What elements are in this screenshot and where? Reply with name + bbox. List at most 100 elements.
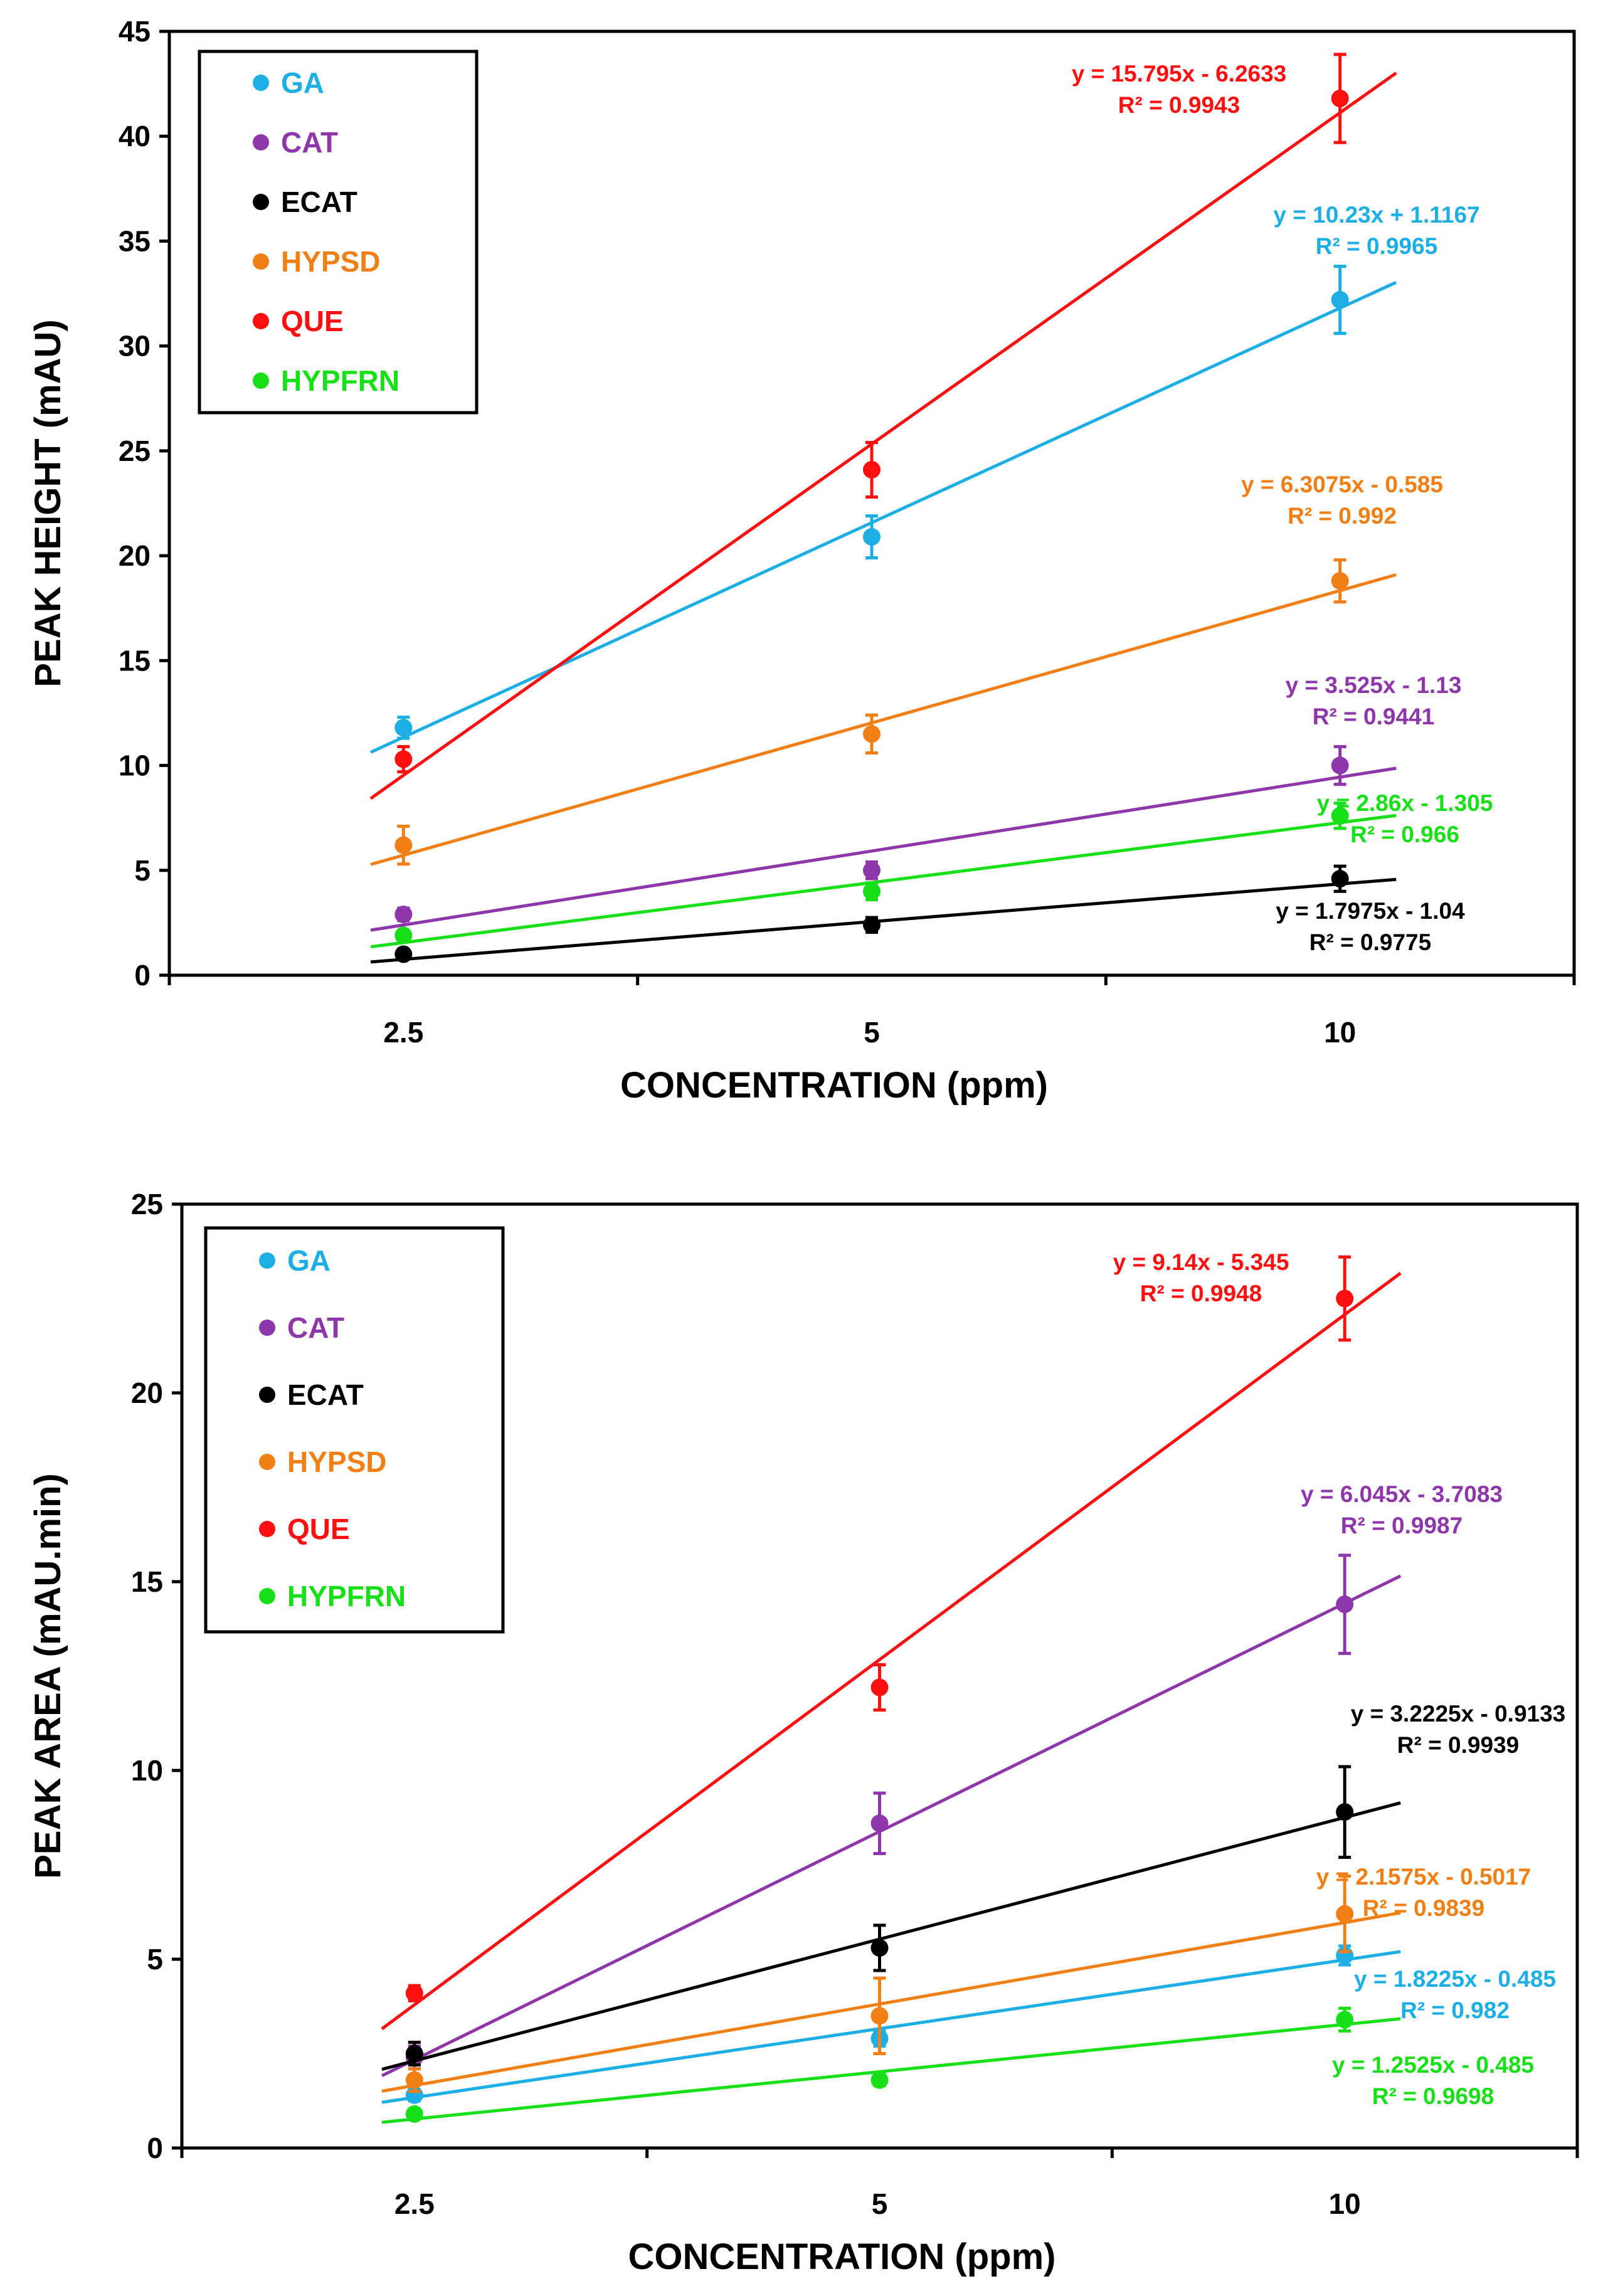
legend-marker (253, 75, 269, 91)
trendline-r-squared: R² = 0.992 (1288, 503, 1397, 529)
data-point (1331, 756, 1349, 775)
series-ecat: y = 1.7975x - 1.04 R² = 0.9775 (370, 864, 1465, 964)
data-point (1336, 1803, 1354, 1821)
data-point (863, 528, 881, 546)
data-point (394, 906, 413, 924)
y-axis-title: PEAK HEIGHT (mAU) (28, 319, 68, 687)
data-point (1331, 572, 1349, 590)
data-point (1331, 807, 1349, 825)
data-point (1331, 291, 1349, 309)
legend-label: HYPSD (281, 245, 380, 278)
series-que: y = 9.14x - 5.345 R² = 0.9948 (381, 1249, 1402, 2031)
y-tick-label: 15 (131, 1565, 163, 1598)
legend-label: QUE (287, 1513, 350, 1545)
legend-marker (259, 1252, 275, 1269)
x-tick-label: 2.5 (383, 1016, 423, 1049)
trendline-cat (381, 1574, 1402, 2078)
trendline-que (369, 71, 1397, 800)
trendline-r-squared: R² = 0.982 (1400, 1997, 1510, 2023)
trendline-r-squared: R² = 0.9943 (1118, 92, 1240, 118)
y-tick-label: 40 (119, 120, 151, 152)
legend-marker (253, 313, 269, 329)
data-point (863, 916, 881, 934)
data-point (1331, 90, 1349, 108)
trendline-que (381, 1272, 1402, 2031)
data-point (1336, 1905, 1354, 1923)
legend-marker (259, 1454, 275, 1470)
legend: GA CAT ECAT HYPSD QUE HYPFRN (204, 1226, 505, 1634)
legend-label: HYPFRN (287, 1580, 406, 1612)
data-point (405, 1984, 423, 2002)
y-tick-label: 25 (119, 435, 151, 467)
data-point (1336, 2011, 1354, 2029)
trendline-r-squared: R² = 0.9987 (1341, 1513, 1463, 1538)
legend: GA CAT ECAT HYPSD QUE HYPFRN (198, 50, 479, 415)
trendline-equation: y = 10.23x + 1.1167 (1273, 202, 1479, 228)
data-point (405, 2105, 423, 2123)
legend-label: ECAT (281, 186, 357, 218)
legend-marker (253, 253, 269, 270)
y-axis-title: PEAK AREA (mAU.min) (28, 1473, 68, 1879)
series-ga: y = 10.23x + 1.1167 R² = 0.9965 (370, 202, 1480, 754)
legend-label: HYPSD (287, 1446, 386, 1478)
trendline-hypfrn (381, 2017, 1401, 2124)
data-point (870, 1939, 889, 1957)
x-tick-label: 2.5 (394, 2188, 435, 2220)
series-hypfrn: y = 2.86x - 1.305 R² = 0.966 (370, 790, 1493, 949)
legend-marker (253, 194, 269, 210)
trendline-equation: y = 3.525x - 1.13 (1286, 672, 1462, 698)
legend-marker (259, 1521, 275, 1537)
x-tick-label: 10 (1329, 2188, 1361, 2220)
legend-marker (259, 1588, 275, 1604)
trendline-equation: y = 15.795x - 6.2633 (1072, 61, 1287, 87)
trendline-equation: y = 1.2525x - 0.485 (1332, 2052, 1534, 2078)
legend-label: CAT (281, 126, 338, 159)
trendline-ga (381, 1950, 1401, 2104)
trendline-hypsd (381, 1911, 1401, 2093)
legend-marker (259, 1387, 275, 1403)
trendline-r-squared: R² = 0.9839 (1363, 1895, 1484, 1921)
trendline-equation: y = 1.8225x - 0.485 (1354, 1966, 1556, 1992)
trendline-equation: y = 6.3075x - 0.585 (1241, 472, 1443, 497)
trendline-r-squared: R² = 0.9939 (1397, 1732, 1519, 1758)
legend-label: ECAT (287, 1378, 364, 1411)
trendline-equation: y = 1.7975x - 1.04 (1276, 898, 1465, 924)
series-que: y = 15.795x - 6.2633 R² = 0.9943 (369, 53, 1397, 800)
y-tick-label: 45 (119, 15, 151, 48)
legend-marker (253, 373, 269, 389)
data-point (870, 2007, 889, 2025)
trendline-equation: y = 9.14x - 5.345 (1113, 1249, 1289, 1275)
x-tick-label: 5 (872, 2188, 888, 2220)
data-point (405, 2045, 423, 2063)
y-tick-label: 5 (147, 1943, 163, 1976)
trendline-hypfrn (370, 813, 1397, 949)
trendline-ga (370, 280, 1397, 754)
legend-label: QUE (281, 305, 344, 337)
series-cat: y = 3.525x - 1.13 R² = 0.9441 (370, 672, 1462, 932)
series-hypfrn: y = 1.2525x - 0.485 R² = 0.9698 (381, 2006, 1534, 2124)
data-point (394, 750, 413, 768)
series-hypsd: y = 2.1575x - 0.5017 R² = 0.9839 (381, 1864, 1531, 2093)
plot-area-frame (180, 1202, 1579, 2150)
y-tick-label: 15 (119, 644, 151, 677)
series-hypsd: y = 6.3075x - 0.585 R² = 0.992 (370, 472, 1443, 866)
trendline-equation: y = 6.045x - 3.7083 (1301, 1481, 1503, 1507)
trendline-ecat (370, 877, 1397, 964)
trendline-r-squared: R² = 0.9965 (1316, 233, 1437, 259)
y-tick-label: 20 (131, 1377, 163, 1409)
y-tick-label: 10 (131, 1754, 163, 1787)
series-ecat: y = 3.2225x - 0.9133 R² = 0.9939 (381, 1701, 1565, 2071)
legend-marker (259, 1320, 275, 1336)
series-cat: y = 6.045x - 3.7083 R² = 0.9987 (381, 1481, 1503, 2078)
data-point (863, 460, 881, 479)
trendline-ecat (381, 1801, 1401, 2071)
chart-2: 0 5 10 15 20 25 2.5 5 10 CONCENTRATION (ppm) PEAK … (28, 1188, 1579, 2277)
y-tick-label: 10 (119, 749, 151, 782)
legend-label: GA (287, 1244, 331, 1277)
x-axis-title: CONCENTRATION (ppm) (628, 2236, 1056, 2277)
data-point (394, 926, 413, 944)
trendline-cat (370, 766, 1397, 932)
data-point (1331, 870, 1349, 888)
y-tick-label: 35 (119, 225, 151, 257)
legend-marker (253, 134, 269, 151)
